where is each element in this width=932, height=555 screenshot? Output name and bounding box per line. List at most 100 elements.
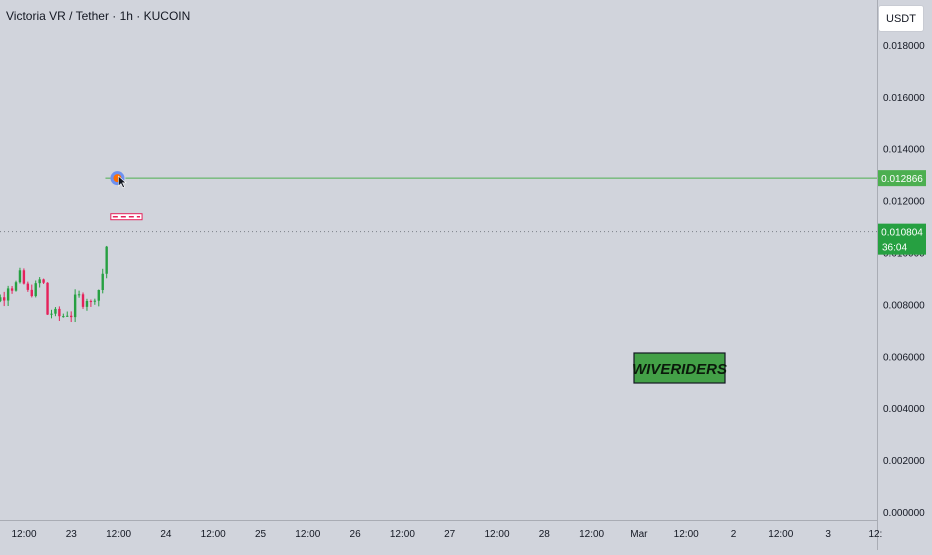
candle-body (58, 308, 61, 317)
candle-body (85, 301, 89, 307)
candle-up (38, 277, 41, 288)
candle-body (34, 283, 37, 297)
y-tick-label: 0.012000 (883, 197, 925, 208)
target-price-badge (878, 170, 926, 187)
x-tick-label: 2 (731, 529, 737, 540)
x-tick-label: 23 (66, 529, 78, 540)
candle-body (42, 279, 45, 283)
candle-body (69, 315, 73, 318)
time-axis[interactable]: 12:00 23 12:00 24 12:00 25 12:00 26 12:00 27 12:00… (11, 529, 882, 540)
target-price-label: 0.012866 (881, 174, 923, 185)
x-tick-label: 12:00 (11, 529, 36, 540)
candle-up (85, 298, 89, 311)
cursor-icon (118, 175, 127, 189)
candle-body (26, 283, 30, 290)
symbol-title[interactable]: Victoria VR / Tether · 1h · KUCOIN (6, 9, 191, 23)
candle-up (0, 294, 2, 303)
x-tick-label: 12:00 (484, 529, 509, 540)
x-tick-label: 12:00 (390, 529, 415, 540)
x-tick-label: 12:00 (295, 529, 320, 540)
candle-body (14, 282, 18, 291)
candle-body (22, 270, 26, 284)
watermark: WIVERIDERS (632, 352, 727, 384)
candle-body (77, 294, 81, 296)
candle-up (18, 267, 22, 284)
current-price-badge (878, 223, 926, 255)
candle-body (101, 273, 104, 291)
candle-up (50, 309, 53, 319)
x-tick-label: 26 (350, 529, 362, 540)
annotation-layer (0, 171, 877, 233)
y-tick-label: 0.006000 (883, 352, 925, 363)
y-tick-label: 0.000000 (883, 508, 925, 519)
candle-down (42, 278, 45, 285)
price-labels: 0.012866 0.010804 36:04 (878, 170, 926, 255)
watermark-text: WIVERIDERS (632, 361, 727, 378)
candle-body (62, 316, 65, 318)
candle-up (34, 280, 37, 298)
candle-body (0, 297, 2, 302)
y-tick-label: 0.018000 (883, 41, 925, 52)
countdown-label: 36:04 (882, 243, 907, 254)
x-tick-label: 12:00 (201, 529, 226, 540)
candle-up (97, 289, 100, 307)
candle-body (6, 288, 10, 301)
candles-layer (0, 245, 108, 323)
candle-down (2, 291, 6, 307)
candle-up (6, 285, 10, 306)
y-tick-label: 0.002000 (883, 456, 925, 467)
x-tick-label: 25 (255, 529, 267, 540)
y-tick-label: 0.016000 (883, 93, 925, 104)
candle-down (10, 286, 14, 294)
candle-up (73, 289, 77, 323)
candle-down (22, 268, 26, 285)
candle-body (50, 313, 53, 315)
candle-up (101, 268, 104, 294)
candle-down (89, 299, 93, 307)
candle-body (46, 282, 49, 315)
candle-up (14, 280, 18, 292)
x-tick-label: 12:00 (674, 529, 699, 540)
x-tick-label: 12: (868, 529, 882, 540)
candle-up (105, 245, 108, 279)
candle-body (2, 297, 6, 301)
x-tick-label: Mar (630, 529, 648, 540)
candle-up (66, 311, 69, 317)
resistance-box (110, 213, 143, 221)
x-tick-label: 12:00 (768, 529, 793, 540)
x-tick-label: 3 (825, 529, 831, 540)
candle-body (93, 300, 97, 302)
candle-up (54, 307, 57, 317)
candle-body (18, 270, 22, 283)
x-tick-label: 12:00 (579, 529, 604, 540)
candle-body (10, 288, 14, 291)
candle-body (38, 279, 41, 284)
x-tick-label: 24 (160, 529, 172, 540)
candle-up (93, 298, 97, 305)
candle-body (105, 246, 108, 274)
x-tick-label: 12:00 (106, 529, 131, 540)
y-tick-label: 0.014000 (883, 145, 925, 156)
candle-body (89, 301, 93, 303)
y-tick-label: 0.008000 (883, 300, 925, 311)
candle-up (77, 290, 81, 298)
current-price-label: 0.010804 (881, 228, 923, 239)
candle-down (26, 281, 30, 292)
y-tick-label: 0.004000 (883, 404, 925, 415)
candle-down (81, 292, 85, 309)
x-tick-label: 27 (444, 529, 456, 540)
candle-body (30, 289, 33, 297)
candle-down (58, 306, 61, 321)
candle-down (30, 284, 33, 298)
candle-body (73, 294, 77, 318)
currency-selector[interactable]: USDT (878, 5, 924, 32)
candle-body (66, 315, 69, 317)
x-tick-label: 28 (539, 529, 551, 540)
candle-body (54, 308, 57, 314)
watermark-box (633, 352, 726, 384)
candle-body (97, 290, 100, 301)
candle-down (46, 282, 49, 315)
